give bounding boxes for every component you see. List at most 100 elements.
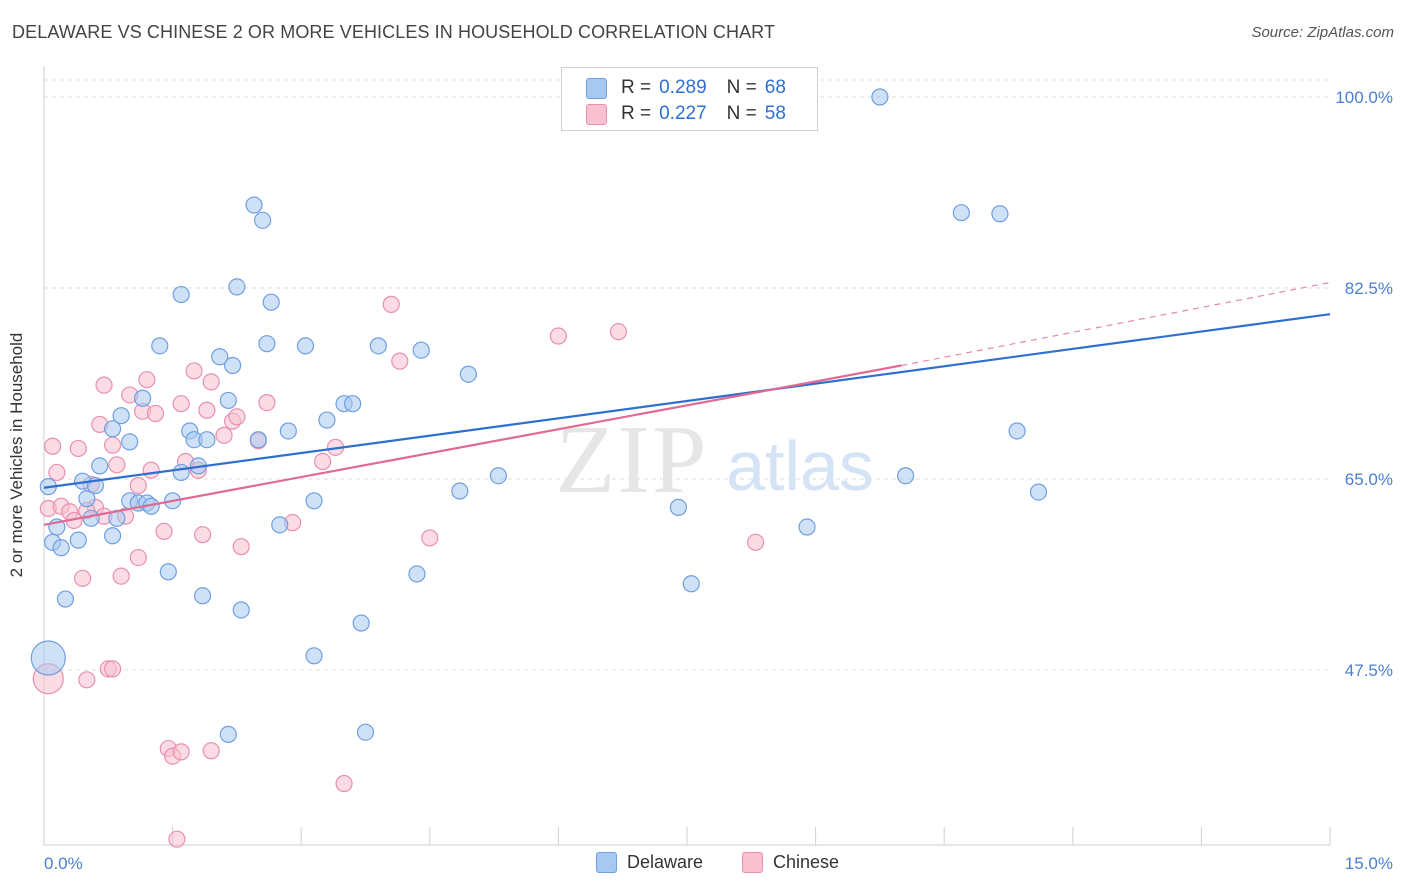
data-point-delaware — [78, 490, 96, 508]
data-point-chinese — [382, 295, 400, 313]
bottom-legend-chinese: Chinese — [742, 852, 839, 873]
bottom-legend-delaware: Delaware — [596, 852, 703, 873]
data-point-delaware — [352, 614, 370, 632]
data-point-delaware — [1008, 422, 1026, 440]
legend: R = 0.289 N = 68 R = 0.227 N = 58 — [561, 67, 818, 131]
data-point-delaware — [121, 433, 139, 451]
data-point-delaware — [305, 492, 323, 510]
data-point-chinese — [391, 352, 409, 370]
data-point-chinese — [549, 327, 568, 345]
data-point-delaware — [262, 293, 280, 311]
data-point-delaware — [159, 563, 177, 581]
data-point-chinese — [194, 526, 212, 544]
data-point-delaware — [228, 278, 246, 296]
legend-r-value: 0.227 — [659, 103, 707, 124]
data-point-delaware — [112, 407, 130, 425]
legend-r-value: 0.289 — [659, 77, 707, 98]
data-point-delaware — [489, 467, 507, 485]
data-point-delaware — [296, 337, 315, 355]
data-point-chinese — [73, 569, 92, 587]
data-point-delaware — [318, 411, 336, 429]
legend-swatch-delaware — [586, 77, 607, 99]
data-point-chinese — [202, 742, 220, 760]
data-point-delaware — [224, 356, 242, 375]
data-point-delaware — [198, 431, 216, 449]
data-point-delaware — [254, 211, 272, 229]
data-point-delaware — [211, 348, 229, 366]
data-point-chinese — [108, 456, 126, 474]
data-point-delaware — [103, 527, 122, 545]
legend-n-value: 58 — [764, 103, 786, 124]
y-tick-label: 100.0% — [1335, 88, 1393, 107]
data-point-chinese — [43, 437, 62, 455]
data-point-chinese — [335, 774, 353, 793]
data-point-chinese — [48, 463, 66, 482]
data-point-delaware — [52, 539, 70, 557]
data-point-delaware — [245, 196, 263, 214]
data-point-delaware — [344, 395, 362, 413]
data-point-delaware — [219, 725, 237, 743]
data-point-chinese — [155, 522, 173, 540]
legend-n-label: N = — [726, 103, 757, 124]
data-point-delaware — [194, 587, 212, 605]
data-point-chinese — [746, 533, 765, 551]
data-point-chinese — [129, 548, 147, 567]
data-point-delaware — [356, 723, 375, 741]
data-point-chinese — [314, 452, 332, 471]
data-point-chinese — [129, 476, 147, 495]
y-tick-label: 82.5% — [1345, 279, 1393, 298]
data-point-delaware — [952, 204, 970, 222]
chart-title: DELAWARE VS CHINESE 2 OR MORE VEHICLES I… — [12, 22, 776, 42]
data-point-delaware — [172, 463, 190, 482]
data-point-chinese — [146, 404, 165, 423]
data-point-delaware — [369, 337, 387, 355]
bottom-legend-label-chinese: Chinese — [773, 852, 840, 872]
data-point-delaware — [30, 640, 66, 676]
data-point-chinese — [215, 426, 233, 444]
legend-r-label: R = — [621, 103, 652, 124]
data-point-delaware — [682, 575, 700, 593]
legend-n-value: 68 — [764, 77, 786, 98]
chart-source: Source: ZipAtlas.com — [1251, 24, 1394, 41]
bottom-legend-swatch-chinese — [742, 852, 763, 873]
data-point-delaware — [91, 457, 109, 475]
data-point-delaware — [798, 518, 816, 536]
data-point-delaware — [56, 590, 75, 608]
data-point-chinese — [168, 830, 186, 848]
trend-lines — [43, 281, 1331, 526]
data-point-delaware — [249, 431, 267, 449]
data-point-delaware — [897, 467, 915, 485]
legend-row-chinese: R = 0.227 N = 58 — [586, 102, 786, 126]
data-point-chinese — [103, 436, 122, 454]
data-point-delaware — [991, 205, 1009, 223]
data-point-chinese — [78, 671, 96, 689]
data-point-delaware — [258, 335, 276, 353]
x-tick-label: 15.0% — [1345, 854, 1393, 873]
x-tick-label: 0.0% — [44, 854, 83, 873]
legend-row-delaware: R = 0.289 N = 68 — [586, 76, 786, 100]
trend-line-chinese — [43, 364, 902, 526]
data-point-chinese — [609, 323, 628, 341]
data-point-chinese — [69, 439, 87, 458]
data-point-delaware — [82, 509, 100, 527]
data-point-delaware — [69, 531, 87, 549]
data-point-delaware — [408, 565, 426, 583]
legend-r-label: R = — [621, 77, 652, 98]
data-point-delaware — [232, 601, 250, 619]
data-point-chinese — [198, 401, 216, 419]
data-point-chinese — [202, 373, 220, 391]
bottom-legend-label-delaware: Delaware — [627, 852, 704, 872]
data-point-delaware — [279, 422, 297, 440]
data-point-chinese — [185, 362, 203, 380]
data-point-delaware — [412, 341, 430, 359]
data-point-delaware — [305, 647, 323, 665]
data-point-chinese — [95, 376, 113, 394]
data-point-chinese — [142, 461, 160, 479]
data-point-chinese — [112, 567, 130, 585]
axes — [43, 66, 1331, 846]
trend-line-extension-chinese — [901, 281, 1331, 367]
legend-swatch-chinese — [586, 103, 607, 125]
legend-n-label: N = — [726, 77, 757, 98]
data-point-delaware — [133, 389, 152, 407]
